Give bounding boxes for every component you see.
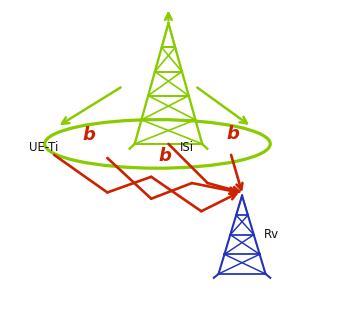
Text: b: b xyxy=(226,125,239,143)
Text: Rv: Rv xyxy=(264,228,279,241)
Text: b: b xyxy=(159,148,172,166)
Text: UE-Ti: UE-Ti xyxy=(29,141,58,154)
Text: b: b xyxy=(82,125,95,143)
Text: ISi: ISi xyxy=(180,141,193,154)
